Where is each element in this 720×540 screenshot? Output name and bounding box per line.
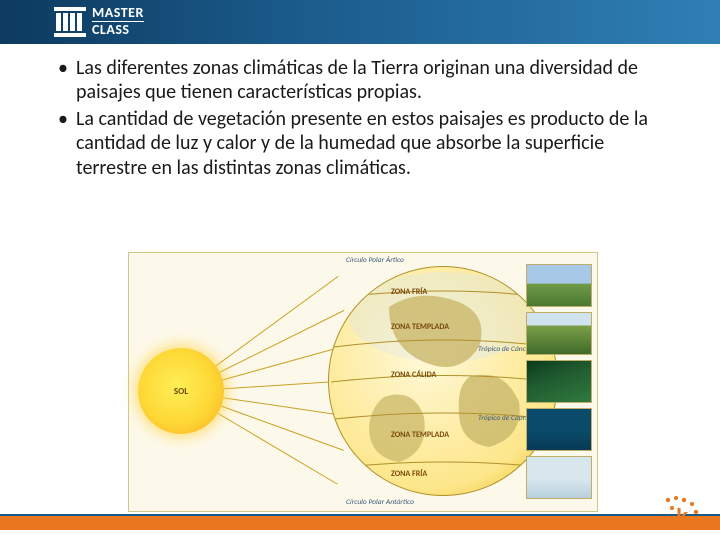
- climate-zones-diagram: SOL ZONA FRÍAZONA TEMPLADAZONA CÁLIDAZON…: [128, 252, 598, 512]
- bullet-list: Las diferentes zonas climáticas de la Ti…: [56, 56, 664, 180]
- footer-bar: [0, 516, 720, 530]
- thumb-cold-south: [526, 456, 592, 499]
- columns-icon: [54, 7, 86, 37]
- latitude-label: Círculo Polar Antártico: [346, 498, 414, 507]
- sun-label: SOL: [174, 386, 188, 397]
- zone-label: ZONA FRÍA: [391, 469, 427, 479]
- zone-label: ZONA TEMPLADA: [391, 430, 449, 440]
- k-letter: k: [676, 504, 689, 529]
- latitude-label: Trópico de Cáncer: [478, 345, 532, 354]
- brand-line1: MASTER: [92, 6, 144, 22]
- latitude-label: Círculo Polar Ártico: [346, 256, 404, 265]
- globe: ZONA FRÍA ZONA TEMPLADA ZONA CÁLIDA ZONA TE…: [328, 266, 558, 496]
- zone-label: ZONA FRÍA: [391, 287, 427, 297]
- globe-svg: [329, 267, 558, 496]
- brand-text: MASTER CLASS: [92, 6, 144, 37]
- thumb-cold-north: [526, 264, 592, 307]
- slide-header: MASTER CLASS: [0, 0, 720, 44]
- brand-logo: MASTER CLASS: [54, 6, 144, 37]
- landscape-thumbnails: [526, 264, 592, 499]
- zone-label: ZONA TEMPLADA: [391, 322, 449, 332]
- k-logo: k: [662, 494, 702, 534]
- thumb-temperate-south: [526, 408, 592, 451]
- brand-line2: CLASS: [92, 21, 130, 38]
- thumb-tropical: [526, 360, 592, 403]
- bullet-item: La cantidad de vegetación presente en es…: [56, 107, 664, 180]
- sun: SOL: [138, 348, 224, 434]
- thumb-temperate-north: [526, 312, 592, 355]
- slide-content: Las diferentes zonas climáticas de la Ti…: [0, 44, 720, 180]
- zone-label: ZONA CÁLIDA: [391, 370, 436, 380]
- bullet-item: Las diferentes zonas climáticas de la Ti…: [56, 56, 664, 105]
